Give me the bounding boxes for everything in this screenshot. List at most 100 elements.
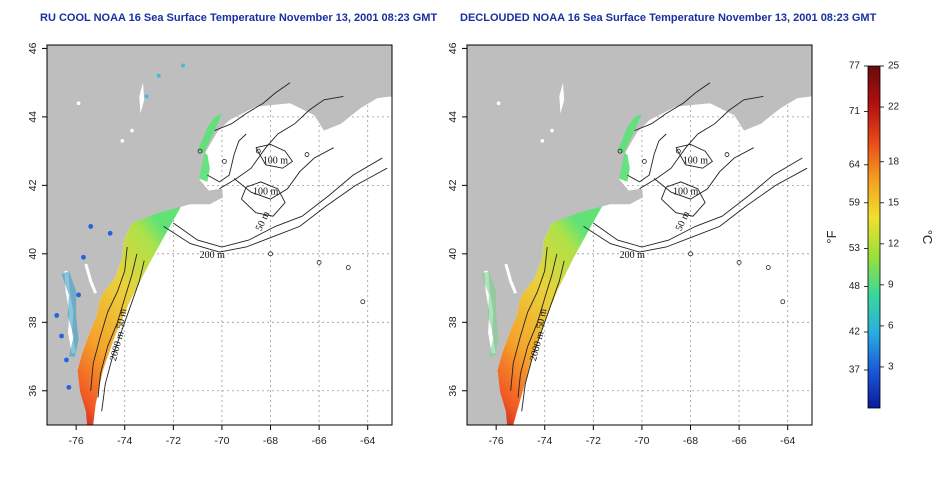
- depth-contour-ring: [316, 259, 322, 265]
- contour-label: 200 m: [200, 250, 226, 261]
- lake-small: [496, 101, 501, 105]
- lake-small: [540, 139, 545, 143]
- depth-contour-ring: [724, 152, 730, 157]
- lat-tick-label: 36: [27, 385, 39, 397]
- depth-contour: [219, 95, 344, 190]
- depth-contour: [639, 95, 764, 190]
- lake: [139, 82, 145, 114]
- sst-map-left: 100 m 100 m 50 m 200 m 50 m 2000 m -76 -74 -72 -7…: [0, 0, 420, 475]
- depth-contour-ring: [780, 299, 786, 305]
- lon-tick-label: -64: [780, 435, 795, 447]
- contour-label: 100 m: [263, 156, 289, 167]
- contour-label: 100 m: [253, 187, 279, 198]
- lat-tick-label: 44: [447, 111, 459, 123]
- lon-tick-label: -66: [312, 435, 327, 447]
- depth-contour-ring: [345, 265, 351, 270]
- land-mass: [467, 45, 812, 425]
- depth-contour-ring: [197, 148, 203, 154]
- lat-tick-label: 42: [447, 179, 459, 191]
- lake-sst-pixel: [156, 73, 161, 78]
- fahrenheit-tick-label: 53: [849, 243, 861, 254]
- fahrenheit-tick-label: 64: [849, 159, 861, 170]
- depth-contour: [255, 143, 294, 169]
- gulf-of-maine-sst: [197, 113, 222, 182]
- cloud-edge-pixel: [88, 224, 94, 229]
- lon-tick-label: -76: [69, 435, 84, 447]
- depth-contour-ring: [617, 148, 623, 154]
- cloud-edge-pixel: [76, 292, 81, 298]
- depth-contour-ring: [255, 148, 261, 154]
- depth-contour: [675, 143, 714, 169]
- celsius-unit-label: °C: [920, 230, 935, 245]
- depth-contour-ring: [268, 251, 273, 257]
- panel-title-right: DECLOUDED NOAA 16 Sea Surface Temperatur…: [460, 12, 877, 24]
- colorbar-gradient: [867, 65, 881, 409]
- lake-small: [120, 139, 125, 143]
- celsius-tick-label: 18: [888, 156, 900, 167]
- delaware-bay: [84, 263, 97, 294]
- depth-contour: [97, 253, 138, 398]
- depth-contour-ring: [675, 148, 681, 154]
- depth-contour: [653, 147, 754, 200]
- lake-small: [76, 101, 81, 105]
- celsius-tick-label: 12: [888, 238, 900, 249]
- lat-tick-label: 36: [447, 385, 459, 397]
- contour-label: 50 m: [115, 308, 129, 330]
- bay-sst: [481, 270, 499, 357]
- lat-tick-label: 44: [27, 111, 39, 123]
- lat-tick-label: 40: [447, 248, 459, 260]
- cloud-edge-pixel: [66, 384, 72, 390]
- lon-tick-label: -70: [634, 435, 649, 447]
- lake-sst-pixel: [181, 63, 186, 68]
- lat-tick-label: 46: [27, 42, 39, 54]
- lon-tick-label: -74: [117, 435, 132, 447]
- lon-tick-label: -72: [166, 435, 181, 447]
- lon-tick-label: -66: [732, 435, 747, 447]
- cloud-edge-pixel: [107, 230, 113, 236]
- lon-tick-label: -74: [537, 435, 552, 447]
- lake-small: [130, 128, 134, 133]
- lat-tick-label: 38: [27, 316, 39, 328]
- fahrenheit-tick-label: 71: [849, 106, 861, 117]
- celsius-tick-label: 25: [888, 61, 900, 72]
- temperature-colorbar: 25 22 18 15 12 9 6 3 77 71 64 59 53 48 42 37 °F °C: [820, 0, 950, 480]
- sst-map-right: 100 m 100 m 50 m 200 m 50 m 2000 m -76 -74 -72 -7…: [420, 0, 840, 475]
- depth-contour: [233, 147, 334, 200]
- fahrenheit-tick-label: 42: [849, 327, 861, 338]
- panel-title-left: RU COOL NOAA 16 Sea Surface Temperature …: [40, 12, 438, 24]
- cloud-edge-pixel: [59, 333, 64, 339]
- depth-contour-ring: [221, 158, 227, 164]
- lat-tick-label: 40: [27, 248, 39, 260]
- sst-swath: [77, 200, 185, 425]
- celsius-tick-label: 3: [888, 362, 894, 373]
- fahrenheit-tick-label: 37: [849, 365, 861, 376]
- depth-contour: [634, 82, 711, 132]
- lake-sst-pixel: [144, 94, 149, 99]
- depth-contour: [101, 260, 145, 412]
- lon-tick-label: -70: [214, 435, 229, 447]
- delaware-bay: [504, 263, 517, 294]
- plot-frame: [466, 44, 813, 426]
- depth-contour-ring: [304, 152, 310, 157]
- lon-tick-label: -76: [489, 435, 504, 447]
- lat-tick-label: 46: [447, 42, 459, 54]
- bay-sst: [61, 270, 79, 357]
- depth-contour: [593, 157, 803, 248]
- land-mass: [47, 45, 392, 425]
- lon-tick-label: -72: [586, 435, 601, 447]
- depth-contour: [240, 181, 286, 217]
- celsius-tick-label: 15: [888, 197, 900, 208]
- cloud-edge-pixel: [54, 313, 60, 318]
- depth-contour: [510, 246, 548, 391]
- cloud-edge-pixel: [64, 357, 69, 363]
- contour-label: 50 m: [535, 308, 549, 330]
- gulf-of-maine-sst: [617, 113, 642, 182]
- celsius-tick-label: 9: [888, 280, 894, 291]
- depth-contour: [627, 133, 667, 183]
- lon-tick-label: -68: [263, 435, 278, 447]
- colorbar-svg: 25 22 18 15 12 9 6 3 77 71 64 59 53 48 42 37 °F °C: [824, 61, 935, 409]
- fahrenheit-tick-label: 59: [849, 197, 861, 208]
- fahrenheit-unit-label: °F: [824, 230, 839, 243]
